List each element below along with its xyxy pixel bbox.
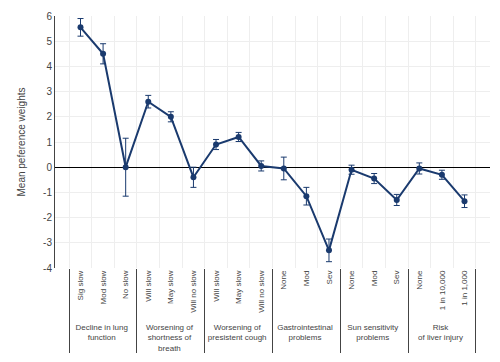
svg-text:Worsening ofshortness ofbreath: Worsening ofshortness ofbreath — [146, 323, 194, 353]
svg-text:-2: -2 — [43, 212, 52, 223]
svg-text:Sev: Sev — [392, 271, 401, 285]
svg-text:Mean peference weights: Mean peference weights — [16, 88, 27, 197]
svg-text:No slow: No slow — [121, 270, 130, 299]
svg-text:Riskof liver injury: Riskof liver injury — [418, 323, 463, 342]
svg-text:1 in 1,000: 1 in 1,000 — [460, 270, 469, 306]
svg-text:-4: -4 — [43, 263, 52, 274]
svg-text:Mod: Mod — [302, 271, 311, 287]
svg-text:Sev: Sev — [325, 271, 334, 285]
svg-text:None: None — [415, 270, 424, 290]
svg-text:0: 0 — [46, 162, 52, 173]
svg-text:Will no slow: Will no slow — [257, 270, 266, 312]
svg-text:May slow: May slow — [234, 270, 243, 304]
svg-text:May slow: May slow — [166, 270, 175, 304]
svg-text:Sig slow: Sig slow — [76, 270, 85, 300]
svg-text:-3: -3 — [43, 237, 52, 248]
svg-text:Mod slow: Mod slow — [99, 270, 108, 304]
svg-text:2: 2 — [46, 111, 52, 122]
svg-text:4: 4 — [46, 61, 52, 72]
svg-text:None: None — [347, 270, 356, 290]
svg-text:Will slow: Will slow — [144, 270, 153, 301]
svg-text:Mod: Mod — [370, 271, 379, 287]
svg-text:Will no slow: Will no slow — [189, 270, 198, 312]
svg-text:Decline in lungfunction: Decline in lungfunction — [75, 323, 127, 342]
svg-text:Worsening ofpresistent cough: Worsening ofpresistent cough — [208, 323, 267, 342]
svg-text:Sun sensitivityproblems: Sun sensitivityproblems — [347, 323, 398, 342]
svg-text:3: 3 — [46, 86, 52, 97]
svg-text:6: 6 — [46, 11, 52, 22]
svg-text:Will slow: Will slow — [212, 270, 221, 301]
svg-text:None: None — [279, 270, 288, 290]
svg-text:1 in 10,000: 1 in 10,000 — [438, 270, 447, 310]
svg-text:1: 1 — [46, 137, 52, 148]
svg-text:Gastrointestinalproblems: Gastrointestinalproblems — [277, 323, 333, 342]
svg-text:5: 5 — [46, 36, 52, 47]
svg-text:-1: -1 — [43, 187, 52, 198]
